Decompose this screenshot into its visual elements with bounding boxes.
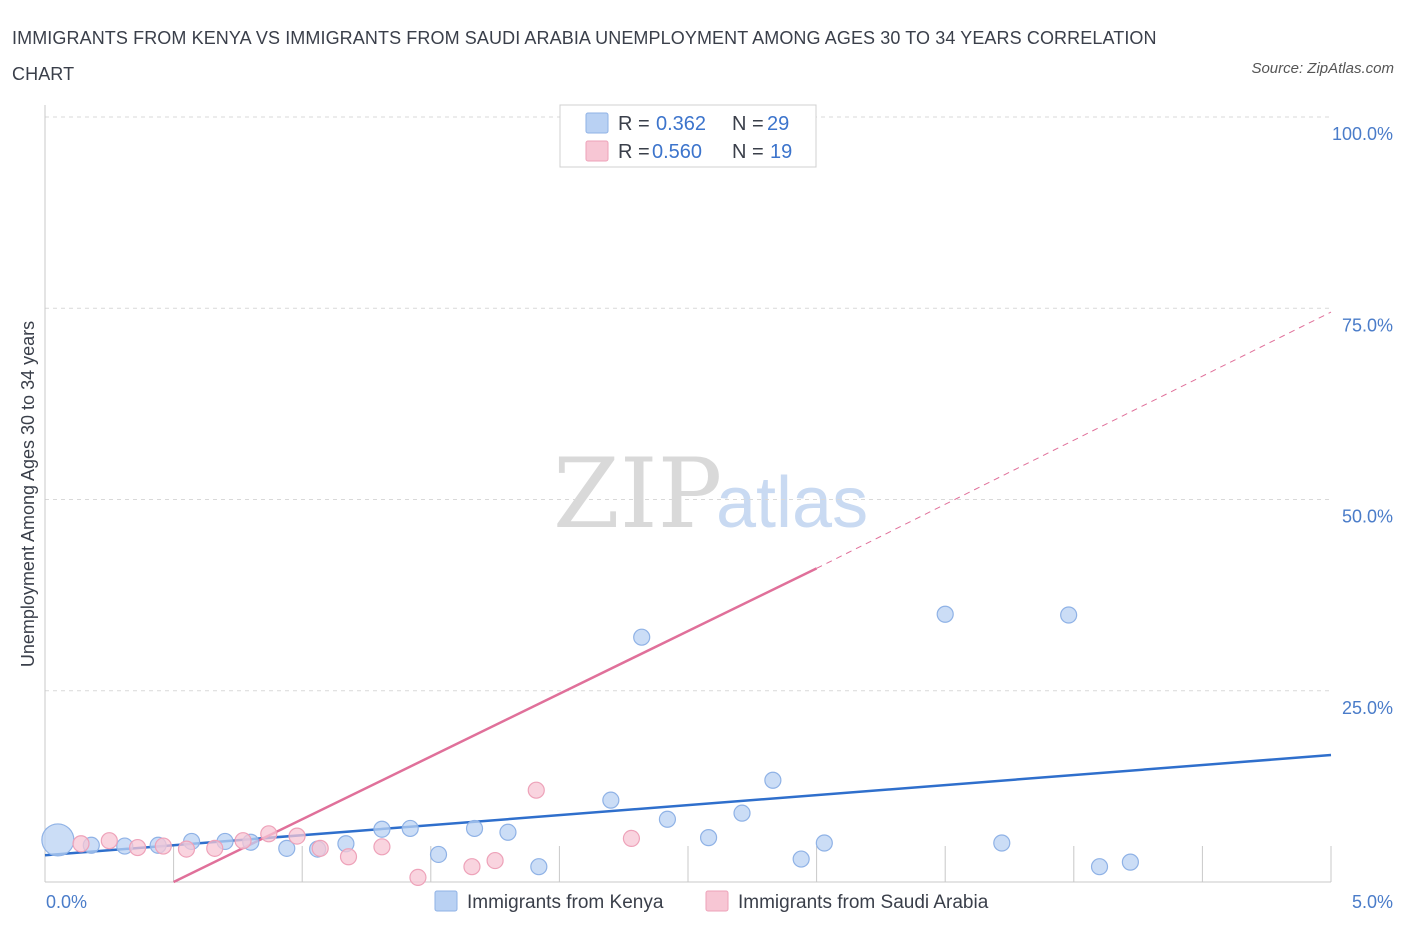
kenya-point xyxy=(401,819,419,838)
kenya-point xyxy=(764,771,782,789)
kenya-point xyxy=(429,845,448,864)
data-points xyxy=(41,108,1139,887)
saudi-point xyxy=(339,848,358,866)
kenya-point xyxy=(792,850,810,868)
kenya-point xyxy=(530,858,548,876)
kenya-point xyxy=(1060,606,1078,624)
legend-r-value-saudi: 0.560 xyxy=(652,141,702,163)
legend-swatch-saudi xyxy=(585,140,609,162)
legend-n-label-saudi: N = xyxy=(732,141,764,163)
watermark: ZIP atlas xyxy=(553,438,868,550)
saudi-point xyxy=(527,781,545,799)
saudi-point xyxy=(154,837,172,855)
tick-labels: 25.0% 50.0% 75.0% 100.0% 0.0% 5.0% xyxy=(46,124,1393,912)
kenya-point xyxy=(699,829,718,847)
legend: R = 0.362 N = 29 R = 0.560 N = 19 xyxy=(559,104,817,168)
kenya-point xyxy=(733,804,751,822)
saudi-point xyxy=(260,825,278,843)
source-label: Source: ZipAtlas.com xyxy=(1251,60,1394,77)
watermark-zip: ZIP xyxy=(553,438,722,550)
bottom-legend-label-kenya: Immigrants from Kenya xyxy=(467,892,664,913)
kenya-point xyxy=(993,834,1011,852)
trend-line-kenya xyxy=(44,753,1332,857)
x-tick-label: 0.0% xyxy=(46,892,87,912)
saudi-point xyxy=(311,839,329,857)
bottom-legend-label-saudi: Immigrants from Saudi Arabia xyxy=(738,892,989,913)
kenya-point xyxy=(1090,858,1109,876)
saudi-point xyxy=(486,851,504,870)
kenya-point xyxy=(278,839,296,857)
axes xyxy=(44,105,1332,883)
legend-n-value-kenya: 29 xyxy=(767,113,789,135)
trend-lines xyxy=(44,311,1332,884)
y-tick-label: 100.0% xyxy=(1332,124,1393,144)
legend-r-label-saudi: R = xyxy=(618,141,650,163)
saudi-point xyxy=(288,827,306,845)
kenya-point xyxy=(658,810,677,828)
saudi-point xyxy=(100,832,118,850)
legend-n-value-saudi: 19 xyxy=(770,141,792,163)
legend-swatch-kenya xyxy=(585,112,609,134)
kenya-point xyxy=(602,791,620,809)
saudi-point xyxy=(409,868,427,887)
y-tick-label: 25.0% xyxy=(1342,698,1393,718)
legend-n-label-kenya: N = xyxy=(732,113,764,135)
grid xyxy=(45,116,1331,692)
saudi-point xyxy=(234,832,252,850)
saudi-point xyxy=(177,840,196,858)
y-axis-label: Unemployment Among Ages 30 to 34 years xyxy=(18,321,38,667)
trend-line-saudi-extension xyxy=(816,311,1332,569)
kenya-point xyxy=(373,820,391,838)
kenya-point xyxy=(465,819,484,838)
y-tick-label: 75.0% xyxy=(1342,315,1393,335)
chart-title: IMMIGRANTS FROM KENYA VS IMMIGRANTS FROM… xyxy=(12,28,1157,84)
kenya-point xyxy=(633,628,651,646)
saudi-point xyxy=(463,858,481,876)
kenya-point xyxy=(41,823,75,857)
kenya-point xyxy=(499,823,517,841)
bottom-legend-swatch-saudi xyxy=(705,890,729,912)
x-tick-label: 5.0% xyxy=(1352,892,1393,912)
saudi-point xyxy=(128,838,147,857)
kenya-point xyxy=(1121,853,1139,871)
legend-r-label-kenya: R = xyxy=(618,113,650,135)
saudi-point xyxy=(622,829,641,847)
bottom-legend-swatch-kenya xyxy=(434,890,458,912)
saudi-point xyxy=(72,835,90,853)
y-tick-label: 50.0% xyxy=(1342,507,1393,527)
legend-r-value-kenya: 0.362 xyxy=(656,113,706,135)
bottom-legend: Immigrants from Kenya Immigrants from Sa… xyxy=(434,890,989,913)
watermark-atlas: atlas xyxy=(716,463,868,543)
kenya-point xyxy=(815,834,833,852)
kenya-point xyxy=(936,605,954,623)
saudi-point xyxy=(206,839,224,857)
saudi-point xyxy=(373,838,391,856)
trend-line-saudi xyxy=(173,567,818,884)
